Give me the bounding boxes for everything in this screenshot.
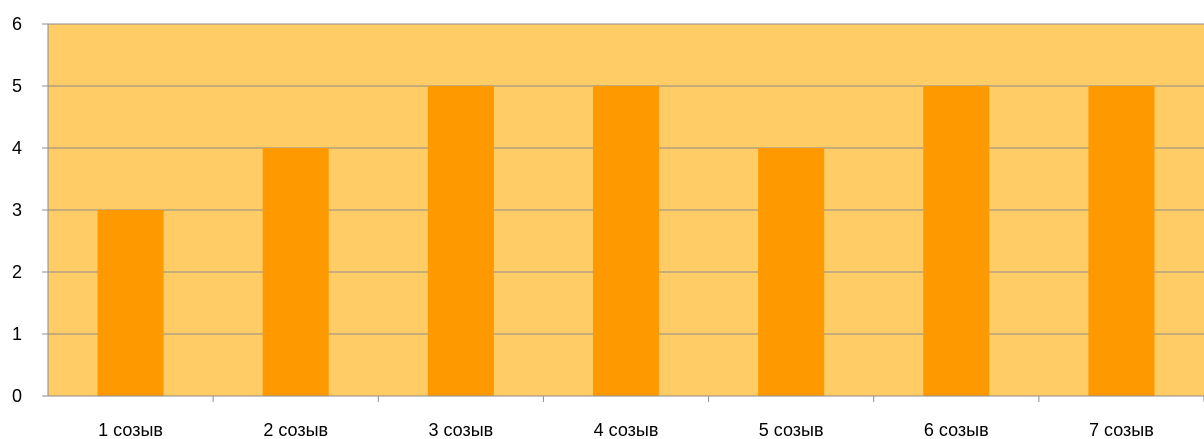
y-tick-label: 6 bbox=[12, 14, 22, 34]
y-tick-label: 5 bbox=[12, 76, 22, 96]
y-axis-ticks: 0 1 2 3 4 5 6 bbox=[12, 14, 48, 406]
y-tick-label: 1 bbox=[12, 324, 22, 344]
x-tick-label: 2 созыв bbox=[263, 420, 328, 439]
x-tick-label: 7 созыв bbox=[1089, 420, 1154, 439]
y-tick-label: 0 bbox=[12, 386, 22, 406]
bar bbox=[923, 86, 990, 396]
bar bbox=[1088, 86, 1155, 396]
x-tick-label: 5 созыв bbox=[759, 420, 824, 439]
x-tick-label: 1 созыв bbox=[98, 420, 163, 439]
x-tick-label: 4 созыв bbox=[594, 420, 659, 439]
bar bbox=[427, 86, 494, 396]
bar bbox=[97, 210, 164, 396]
x-axis-ticks: 1 созыв 2 созыв 3 созыв 4 созыв 5 созыв 6 соз… bbox=[98, 396, 1204, 439]
y-tick-label: 3 bbox=[12, 200, 22, 220]
x-tick-label: 6 созыв bbox=[924, 420, 989, 439]
bar bbox=[758, 148, 825, 396]
x-tick-label: 3 созыв bbox=[428, 420, 493, 439]
bar bbox=[262, 148, 329, 396]
y-tick-label: 2 bbox=[12, 262, 22, 282]
y-tick-label: 4 bbox=[12, 138, 22, 158]
bars bbox=[97, 86, 1155, 396]
bar bbox=[592, 86, 660, 396]
